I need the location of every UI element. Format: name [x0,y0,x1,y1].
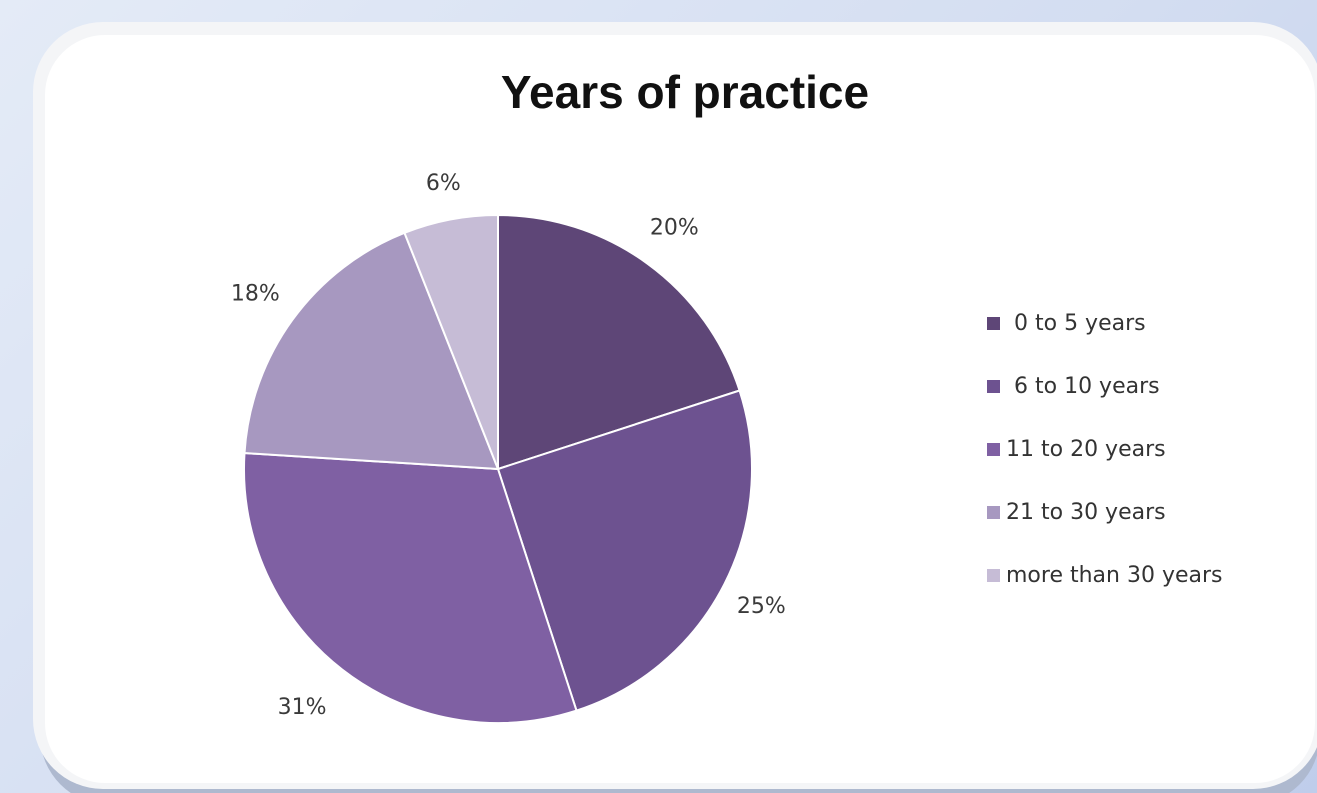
pie-slice [497,213,741,471]
chart-title: Years of practice [501,66,869,118]
legend-swatch [987,317,1000,330]
pie-data-label: 20% [650,215,699,240]
pie-slices [243,213,753,724]
legend-label: 6 to 10 years [1014,374,1160,399]
legend-label: 21 to 30 years [1006,500,1166,525]
pie-data-label: 6% [426,171,461,196]
legend-swatch [987,380,1000,393]
pie-slice [243,231,500,471]
legend-swatch [987,569,1000,582]
pie-data-label: 18% [231,282,280,307]
pie-slice [243,451,578,724]
legend-label: 0 to 5 years [1014,311,1146,336]
pie-data-label: 31% [278,695,327,720]
pie-data-labels: 20% 25% 31% 18% 6% [231,171,786,720]
legend-label: more than 30 years [1006,563,1223,588]
legend: 0 to 5 years 6 to 10 years 11 to 20 years 2… [987,311,1223,588]
legend-swatch [987,506,1000,519]
legend-swatch [987,443,1000,456]
pie-data-label: 25% [737,594,786,619]
pie-slice [496,389,753,712]
legend-label: 11 to 20 years [1006,437,1166,462]
pie-slice [403,213,499,470]
